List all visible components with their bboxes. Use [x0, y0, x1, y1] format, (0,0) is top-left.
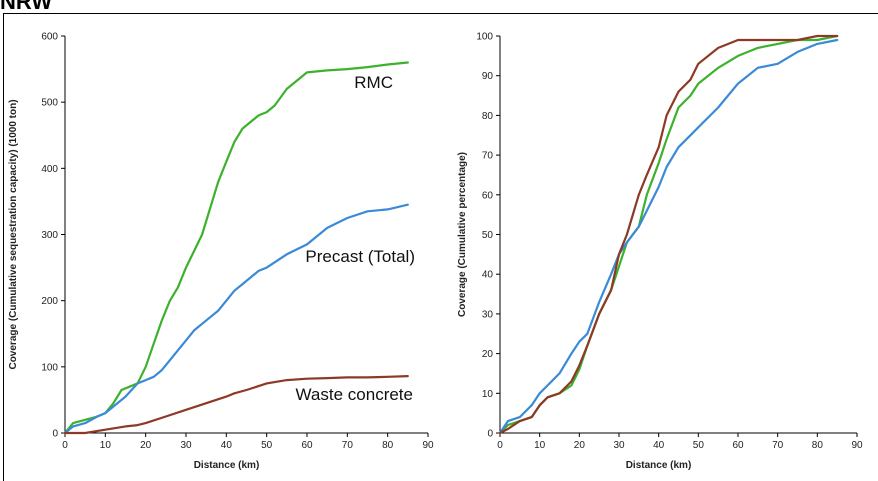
x-tick-label: 10	[534, 440, 546, 451]
x-tick-label: 70	[342, 440, 354, 451]
x-tick-label: 40	[653, 440, 665, 451]
x-tick-label: 70	[772, 440, 784, 451]
y-tick-label: 400	[41, 164, 58, 175]
y-tick-label: 600	[41, 32, 58, 43]
waste-concrete-series-line	[63, 375, 409, 435]
x-tick-label: 80	[382, 440, 394, 451]
x-tick-label: 20	[574, 440, 586, 451]
x-tick-label: 0	[62, 440, 68, 451]
page-title: NRW	[0, 0, 53, 14]
x-axis-title: Distance (km)	[626, 460, 692, 471]
cumulative-capacity-chart: 0 100 200 300 400 500 600 0 10 20 30 40 50 60 70 80 90 Di…	[8, 32, 434, 472]
x-tick-label: 80	[812, 440, 824, 451]
x-tick-label: 30	[180, 440, 192, 451]
cumulative-percentage-chart: 0 10 20 30 40 50 60 70 80 90 100 0 10 20 30 40 50 60 70 80 9…	[457, 32, 863, 472]
y-tick-label: 40	[482, 270, 494, 281]
x-tick-label: 90	[851, 440, 863, 451]
figure-frame	[3, 13, 878, 481]
x-tick-label: 40	[221, 440, 233, 451]
y-tick-label: 20	[482, 349, 494, 360]
y-tick-label: 0	[487, 429, 493, 440]
x-tick-label: 60	[301, 440, 313, 451]
y-tick-label: 50	[482, 230, 494, 241]
rmc-series-label: RMC	[354, 73, 393, 92]
x-tick-label: 60	[732, 440, 744, 451]
waste-concrete-series-label: Waste concrete	[296, 385, 413, 404]
y-tick-label: 0	[52, 429, 58, 440]
y-tick-label: 100	[41, 362, 58, 373]
waste-series-line	[498, 34, 839, 435]
precast-total-series-line	[63, 203, 409, 435]
precast-series-line	[498, 38, 839, 435]
y-tick-label: 60	[482, 190, 494, 201]
y-tick-label: 30	[482, 309, 494, 320]
rmc-series-line	[63, 61, 409, 435]
x-tick-label: 10	[100, 440, 112, 451]
y-tick-label: 80	[482, 111, 494, 122]
x-tick-label: 50	[261, 440, 273, 451]
y-tick-label: 70	[482, 151, 494, 162]
y-tick-label: 90	[482, 71, 494, 82]
x-tick-label: 50	[693, 440, 705, 451]
y-tick-label: 300	[41, 230, 58, 241]
x-tick-label: 30	[613, 440, 625, 451]
y-axis-title: Coverage (Cumulative sequestration capac…	[8, 99, 19, 369]
x-tick-label: 90	[422, 440, 434, 451]
y-tick-label: 500	[41, 98, 58, 109]
x-tick-label: 0	[497, 440, 503, 451]
rmc-series-line	[498, 34, 839, 435]
y-tick-label: 200	[41, 296, 58, 307]
x-tick-label: 20	[140, 440, 152, 451]
y-tick-label: 10	[482, 389, 494, 400]
y-tick-label: 100	[476, 32, 493, 43]
y-axis-title: Coverage (Cumulative percentage)	[457, 152, 468, 317]
precast-total-series-label: Precast (Total)	[305, 247, 415, 266]
x-axis-title: Distance (km)	[194, 460, 260, 471]
